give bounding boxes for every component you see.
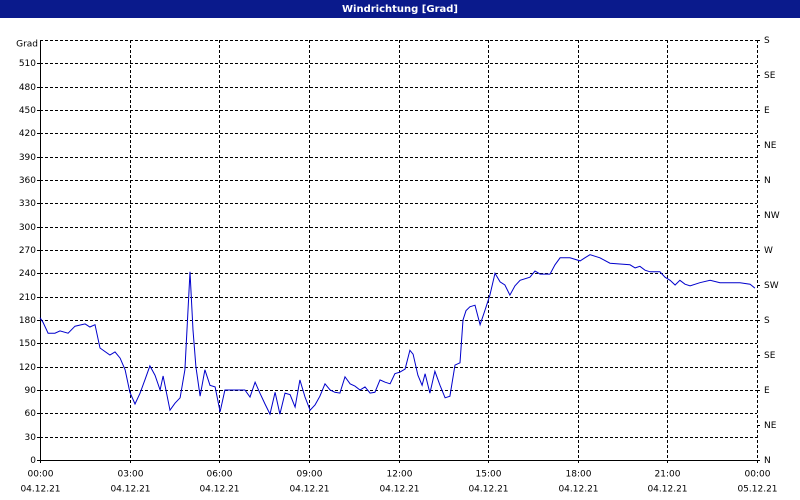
y-tick-label: 330 bbox=[19, 199, 36, 209]
y-tick-label: 210 bbox=[19, 293, 36, 303]
y-tick-label: 60 bbox=[25, 409, 37, 419]
y2-tick-label: NE bbox=[764, 421, 777, 431]
x-tick-date: 04.12.21 bbox=[379, 485, 419, 495]
y2-tick-label: N bbox=[764, 456, 771, 466]
x-tick-label: 06:00 bbox=[207, 470, 233, 480]
y-tick-label: 510 bbox=[19, 59, 36, 69]
x-tick-date: 04.12.21 bbox=[20, 485, 60, 495]
title-bar bbox=[0, 0, 800, 18]
y-tick-label: 30 bbox=[25, 433, 37, 443]
x-tick-label: 15:00 bbox=[476, 470, 502, 480]
y2-tick-label: SE bbox=[764, 351, 776, 361]
x-tick-date: 04.12.21 bbox=[647, 485, 687, 495]
y2-tick-label: E bbox=[764, 386, 770, 396]
x-tick-date: 04.12.21 bbox=[468, 485, 508, 495]
y-tick-label: 360 bbox=[19, 176, 36, 186]
x-tick-label: 09:00 bbox=[297, 470, 323, 480]
y-tick-label: 300 bbox=[19, 223, 36, 233]
x-tick-date: 05.12.21 bbox=[737, 485, 777, 495]
chart-title: Windrichtung [Grad] bbox=[342, 4, 458, 15]
y-tick-label: 450 bbox=[19, 106, 36, 116]
y2-tick-label: W bbox=[764, 246, 773, 256]
data-line bbox=[39, 254, 756, 416]
x-tick-date: 04.12.21 bbox=[289, 485, 329, 495]
x-tick-label: 00:00 bbox=[745, 470, 771, 480]
y2-tick-label: E bbox=[764, 106, 770, 116]
y-tick-label: 390 bbox=[19, 153, 36, 163]
y2-tick-label: SE bbox=[764, 71, 776, 81]
y2-tick-label: S bbox=[764, 316, 770, 326]
y-tick-label: 180 bbox=[19, 316, 36, 326]
x-tick-date: 04.12.21 bbox=[558, 485, 598, 495]
y2-tick-label: NE bbox=[764, 141, 777, 151]
y-tick-label: 0 bbox=[30, 456, 36, 466]
x-tick-label: 18:00 bbox=[566, 470, 592, 480]
x-tick-label: 00:00 bbox=[28, 470, 54, 480]
y-tick-label: 90 bbox=[25, 386, 37, 396]
y-tick-label: 420 bbox=[19, 129, 36, 139]
y-tick-label: 150 bbox=[19, 339, 36, 349]
y2-tick-label: N bbox=[764, 176, 771, 186]
y-tick-label: 480 bbox=[19, 83, 36, 93]
x-tick-date: 04.12.21 bbox=[199, 485, 239, 495]
x-tick-label: 03:00 bbox=[118, 470, 144, 480]
x-tick-label: 12:00 bbox=[387, 470, 413, 480]
x-tick-date: 04.12.21 bbox=[110, 485, 150, 495]
y-tick-label: 120 bbox=[19, 363, 36, 373]
y-axis-label: Grad bbox=[16, 40, 38, 50]
x-tick-label: 21:00 bbox=[655, 470, 681, 480]
y-tick-label: 270 bbox=[19, 246, 36, 256]
y-tick-label: 240 bbox=[19, 269, 36, 279]
y2-tick-label: NW bbox=[764, 211, 780, 221]
y2-tick-label: SW bbox=[764, 281, 779, 291]
y2-tick-label: S bbox=[764, 36, 770, 46]
